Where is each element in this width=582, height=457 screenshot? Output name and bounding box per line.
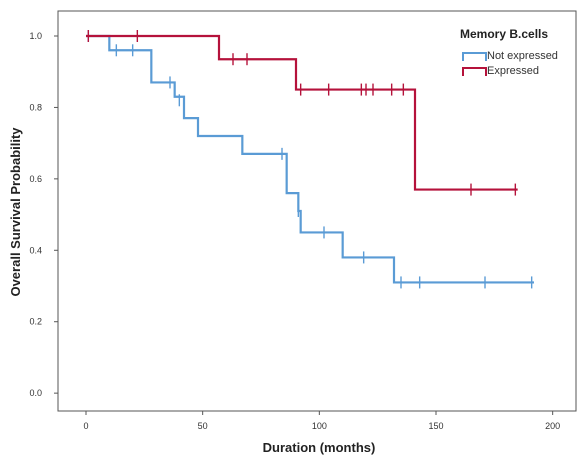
x-axis-ticks: 0 50 100 150 200 (83, 411, 560, 431)
legend-label-not-expressed: Not expressed (487, 50, 558, 62)
legend-label-expressed: Expressed (487, 65, 539, 77)
y-tick-label: 0.8 (29, 102, 42, 112)
y-axis-ticks: 0.0 0.2 0.4 0.6 0.8 1.0 (29, 31, 58, 398)
series-layer (86, 30, 534, 289)
x-axis-title: Duration (months) (263, 440, 376, 455)
y-tick-label: 0.2 (29, 317, 42, 327)
y-tick-label: 0.6 (29, 174, 42, 184)
series-line-not-expressed (86, 34, 534, 284)
plot-area-frame (57, 10, 577, 412)
y-tick-label: 0.0 (29, 388, 42, 398)
x-tick-label: 150 (428, 421, 443, 431)
y-axis-title: Overall Survival Probability (8, 127, 23, 297)
legend-swatch-expressed (462, 67, 487, 76)
x-tick-label: 100 (312, 421, 327, 431)
x-tick-label: 200 (545, 421, 560, 431)
x-tick-label: 50 (198, 421, 208, 431)
y-tick-label: 0.4 (29, 245, 42, 255)
x-tick-label: 0 (83, 421, 88, 431)
series-line-expressed (86, 34, 518, 191)
legend-title: Memory B.cells (460, 27, 548, 41)
legend-swatch-not-expressed (462, 52, 487, 61)
y-tick-label: 1.0 (29, 31, 42, 41)
legend: Memory B.cells Not expressed Expressed (460, 27, 558, 77)
